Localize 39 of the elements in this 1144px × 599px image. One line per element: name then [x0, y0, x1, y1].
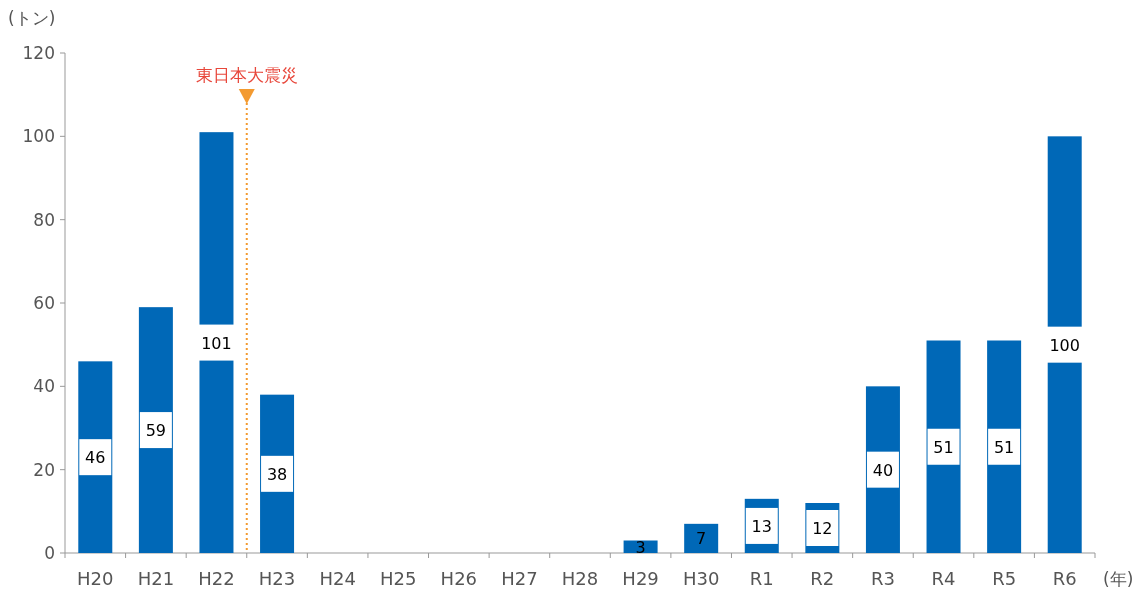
x-tick-label: H20: [77, 568, 114, 589]
y-tick-label: 40: [33, 376, 55, 397]
x-tick-label: R3: [870, 568, 895, 589]
x-tick-label: H25: [380, 568, 417, 589]
x-tick-label: H22: [198, 568, 235, 589]
data-label: 13: [751, 516, 772, 536]
y-tick-label: 80: [33, 209, 55, 230]
y-axis-title: (トン): [8, 8, 56, 28]
ref-line-label: 東日本大震災: [195, 65, 298, 85]
y-tick-label: 20: [33, 459, 55, 480]
data-label: 12: [812, 519, 833, 538]
x-tick-label: H30: [682, 568, 720, 589]
x-tick-label: R1: [749, 568, 774, 589]
data-label: 40: [872, 460, 894, 480]
x-tick-label: H28: [561, 568, 599, 589]
data-label: 3: [635, 537, 646, 557]
x-tick-label: H29: [622, 568, 659, 589]
x-tick-label: H27: [501, 568, 538, 589]
data-label: 51: [993, 437, 1015, 457]
x-axis-title: (年): [1103, 569, 1134, 589]
y-tick-label: 120: [22, 43, 55, 63]
x-tick-label: H24: [319, 568, 356, 589]
y-tick-label: 100: [22, 126, 55, 147]
y-tick-label: 60: [33, 293, 55, 313]
x-tick-label: R5: [992, 568, 1017, 589]
data-label: 59: [145, 421, 167, 441]
x-tick-label: H21: [137, 568, 175, 589]
x-tick-label: H26: [440, 568, 478, 589]
x-tick-label: R2: [810, 568, 835, 589]
x-tick-label: R4: [931, 568, 956, 589]
data-label: 7: [696, 529, 707, 549]
data-label: 100: [1049, 335, 1080, 355]
y-tick-label: 0: [44, 543, 55, 563]
data-label: 101: [201, 333, 232, 353]
x-tick-label: R6: [1052, 568, 1077, 589]
x-tick-label: H23: [258, 568, 296, 589]
data-label: 46: [85, 448, 106, 468]
data-label: 51: [933, 437, 954, 457]
data-label: 38: [266, 464, 288, 484]
